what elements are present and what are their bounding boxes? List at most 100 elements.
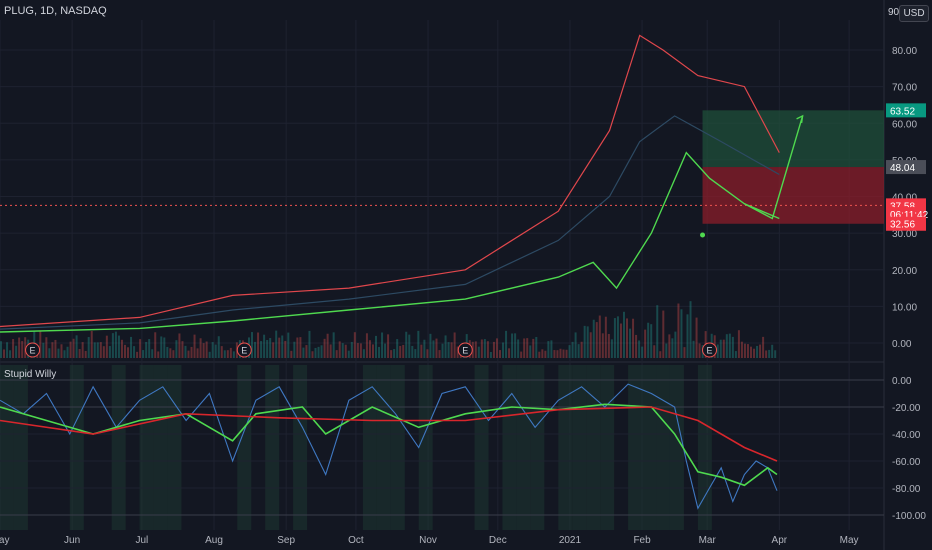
volume-bar xyxy=(108,346,111,358)
volume-bar xyxy=(474,341,477,358)
volume-bar xyxy=(692,340,695,358)
volume-bar xyxy=(254,341,257,358)
volume-bar xyxy=(84,350,87,358)
earnings-marker xyxy=(236,342,252,358)
volume-bar xyxy=(305,345,308,358)
volume-bar xyxy=(353,332,356,358)
volume-bar xyxy=(420,344,423,358)
volume-bar xyxy=(586,326,589,358)
oscillator-zone xyxy=(390,365,405,530)
band-upper-line xyxy=(0,34,780,328)
price-label-text: 63.52 xyxy=(890,106,915,117)
x-tick-label: Jul xyxy=(136,535,149,546)
volume-bar xyxy=(508,348,511,358)
volume-bar xyxy=(595,322,598,358)
volume-bar xyxy=(686,314,689,358)
oscillator-zone xyxy=(530,365,545,530)
volume-bar xyxy=(753,348,756,358)
loss-zone xyxy=(702,167,884,224)
volume-bar xyxy=(722,339,725,358)
oscillator-zone xyxy=(293,365,308,530)
osc-tick-label: -80.00 xyxy=(892,484,921,495)
price-label-text: 32.56 xyxy=(890,220,915,231)
oscillator-zone xyxy=(697,365,712,530)
volume-bar xyxy=(314,347,317,358)
osc-tick-label: -40.00 xyxy=(892,430,921,441)
volume-bar xyxy=(114,331,117,358)
volume-bar xyxy=(743,343,746,358)
y-tick-label: 70.00 xyxy=(892,83,917,94)
earnings-marker xyxy=(25,342,41,358)
volume-bar xyxy=(486,341,489,358)
oscillator-zone xyxy=(656,365,670,530)
volume-bar xyxy=(387,334,390,358)
volume-bar xyxy=(441,343,444,358)
volume-bar xyxy=(698,343,701,358)
volume-bar xyxy=(63,350,66,358)
volume-bar xyxy=(326,333,329,358)
osc-tick-label: -60.00 xyxy=(892,457,921,468)
volume-bar xyxy=(78,349,81,358)
volume-bar xyxy=(544,350,547,358)
volume-bar xyxy=(127,347,130,358)
volume-bar xyxy=(169,348,172,358)
volume-bar xyxy=(251,332,254,358)
x-tick-label: Mar xyxy=(699,535,717,546)
volume-bar xyxy=(622,311,625,358)
volume-bar xyxy=(308,330,311,358)
volume-bar xyxy=(257,332,260,358)
volume-bar xyxy=(737,330,740,358)
volume-bar xyxy=(139,339,142,358)
volume-bar xyxy=(444,335,447,358)
volume-bar xyxy=(154,332,157,358)
volume-bar xyxy=(347,350,350,358)
volume-bar xyxy=(417,330,420,358)
volume-bar xyxy=(771,344,774,358)
volume-bar xyxy=(740,341,743,358)
volume-bar xyxy=(199,338,202,358)
volume-bar xyxy=(105,335,108,358)
volume-bar xyxy=(269,338,272,358)
volume-bar xyxy=(408,334,411,358)
oscillator-zone xyxy=(558,365,573,530)
volume-bar xyxy=(223,350,226,358)
volume-bar xyxy=(750,346,753,358)
osc-tick-label: -100.00 xyxy=(892,511,926,522)
volume-bar xyxy=(214,344,217,358)
volume-bar xyxy=(656,305,659,358)
volume-bar xyxy=(287,332,290,358)
volume-bar xyxy=(311,351,314,358)
volume-bar xyxy=(0,341,2,358)
oscillator-zone xyxy=(642,365,657,530)
volume-bar xyxy=(21,341,24,358)
volume-bar xyxy=(371,344,374,358)
volume-bar xyxy=(456,346,459,358)
y-tick-label: 10.00 xyxy=(892,302,917,313)
osc-line-slow xyxy=(0,406,778,462)
projection-arrowhead xyxy=(796,114,804,124)
volume-bar xyxy=(142,350,145,358)
volume-bar xyxy=(492,341,495,358)
oscillator-zone xyxy=(237,365,252,530)
signal-dot xyxy=(700,232,706,238)
earnings-marker-label: E xyxy=(707,346,713,356)
volume-bar xyxy=(350,341,353,358)
oscillator-zone xyxy=(362,365,377,530)
volume-bar xyxy=(520,351,523,358)
volume-bar xyxy=(689,301,692,358)
volume-bar xyxy=(498,350,501,358)
currency-button[interactable]: USD xyxy=(899,5,929,22)
y-tick-label: 30.00 xyxy=(892,229,917,240)
x-tick-label: Dec xyxy=(489,535,507,546)
volume-bar xyxy=(653,345,656,358)
price-label-text: 06:11:42 xyxy=(890,210,929,221)
volume-bar xyxy=(272,342,275,358)
volume-bar xyxy=(232,351,235,358)
volume-bar xyxy=(671,338,674,358)
oscillator-zone xyxy=(516,365,531,530)
x-tick-label: Nov xyxy=(419,535,437,546)
volume-bar xyxy=(495,338,498,358)
volume-bar xyxy=(604,316,607,358)
volume-bar xyxy=(284,340,287,358)
volume-bar xyxy=(514,333,517,358)
